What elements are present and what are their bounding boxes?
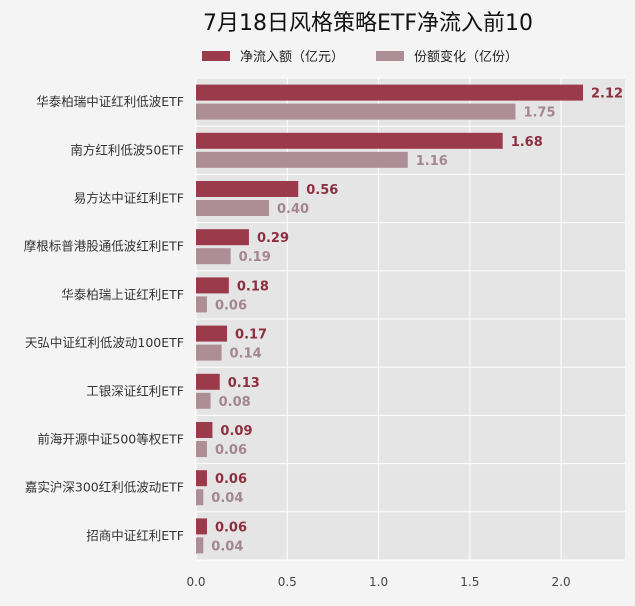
- legend-swatch-2: [376, 51, 404, 61]
- category-label: 易方达中证红利ETF: [74, 191, 184, 206]
- chart-title: 7月18日风格策略ETF净流入前10: [203, 11, 533, 36]
- bar-share-change: [196, 200, 270, 216]
- bar-inflow: [196, 470, 207, 487]
- bar-share-change: [196, 151, 408, 168]
- category-label: 南方红利低波50ETF: [70, 142, 184, 157]
- x-axis-ticks: 0.0 0.5 1.0 1.5 2.0: [186, 575, 570, 589]
- bar-share-change: [196, 248, 231, 265]
- bar-inflow: [196, 277, 229, 294]
- bar-inflow: [196, 229, 249, 246]
- bar-inflow: [196, 373, 220, 390]
- bar-inflow: [196, 518, 207, 535]
- category-label: 工银深证红利ETF: [86, 383, 184, 398]
- data-label-inflow: 1.68: [511, 135, 543, 150]
- x-tick-label: 1.0: [369, 575, 388, 589]
- bar-share-change: [196, 344, 222, 361]
- data-label-inflow: 0.06: [215, 520, 247, 535]
- category-label: 招商中证红利ETF: [86, 528, 184, 543]
- data-label-share-change: 1.16: [416, 154, 448, 169]
- data-label-share-change: 0.40: [277, 202, 309, 217]
- category-label: 华泰柏瑞上证红利ETF: [61, 287, 184, 302]
- data-label-share-change: 0.19: [239, 250, 271, 265]
- data-label-inflow: 2.12: [591, 87, 623, 102]
- bars: 2.12 1.75 1.68 1.16 0.56 0.40 0.29 0.19 0.18 0.06…: [196, 84, 623, 554]
- bar-share-change: [196, 537, 204, 554]
- data-label-inflow: 0.17: [235, 328, 267, 343]
- legend-label-2: 份额变化（亿份）: [414, 49, 518, 65]
- data-label-inflow: 0.29: [257, 231, 289, 246]
- bar-inflow: [196, 84, 584, 101]
- data-label-share-change: 0.04: [211, 539, 243, 554]
- category-labels: 华泰柏瑞中证红利低波ETF 南方红利低波50ETF 易方达中证红利ETF 摩根标普港股…: [24, 94, 184, 543]
- data-label-inflow: 0.18: [237, 279, 269, 294]
- bar-share-change: [196, 103, 516, 120]
- x-tick-label: 1.5: [460, 575, 479, 589]
- category-label: 天弘中证红利低波动100ETF: [25, 335, 184, 350]
- data-label-inflow: 0.13: [228, 376, 260, 391]
- bar-share-change: [196, 296, 207, 313]
- bar-inflow: [196, 132, 503, 149]
- data-label-share-change: 0.04: [211, 491, 243, 506]
- data-label-share-change: 0.08: [219, 395, 251, 410]
- bar-share-change: [196, 489, 204, 506]
- data-label-share-change: 0.14: [230, 347, 262, 362]
- category-label: 嘉实沪深300红利低波动ETF: [25, 480, 184, 495]
- x-tick-label: 0.5: [278, 575, 297, 589]
- chart-legend: 净流入额（亿元） 份额变化（亿份）: [202, 49, 518, 65]
- legend-swatch-1: [202, 51, 230, 61]
- bar-share-change: [196, 441, 207, 457]
- x-tick-label: 2.0: [552, 575, 571, 589]
- category-label: 华泰柏瑞中证红利低波ETF: [36, 94, 184, 109]
- data-label-inflow: 0.09: [220, 424, 252, 439]
- bar-inflow: [196, 422, 213, 438]
- bar-inflow: [196, 181, 299, 197]
- data-label-inflow: 0.06: [215, 472, 247, 487]
- data-label-inflow: 0.56: [306, 183, 338, 198]
- data-label-share-change: 0.06: [215, 443, 247, 458]
- bar-inflow: [196, 325, 228, 342]
- x-tick-label: 0.0: [186, 575, 205, 589]
- category-label: 摩根标普港股通低波红利ETF: [24, 239, 184, 254]
- data-label-share-change: 1.75: [523, 106, 555, 121]
- bar-share-change: [196, 392, 211, 409]
- category-label: 前海开源中证500等权ETF: [37, 432, 184, 447]
- legend-label-1: 净流入额（亿元）: [240, 50, 344, 65]
- data-label-share-change: 0.06: [215, 298, 247, 313]
